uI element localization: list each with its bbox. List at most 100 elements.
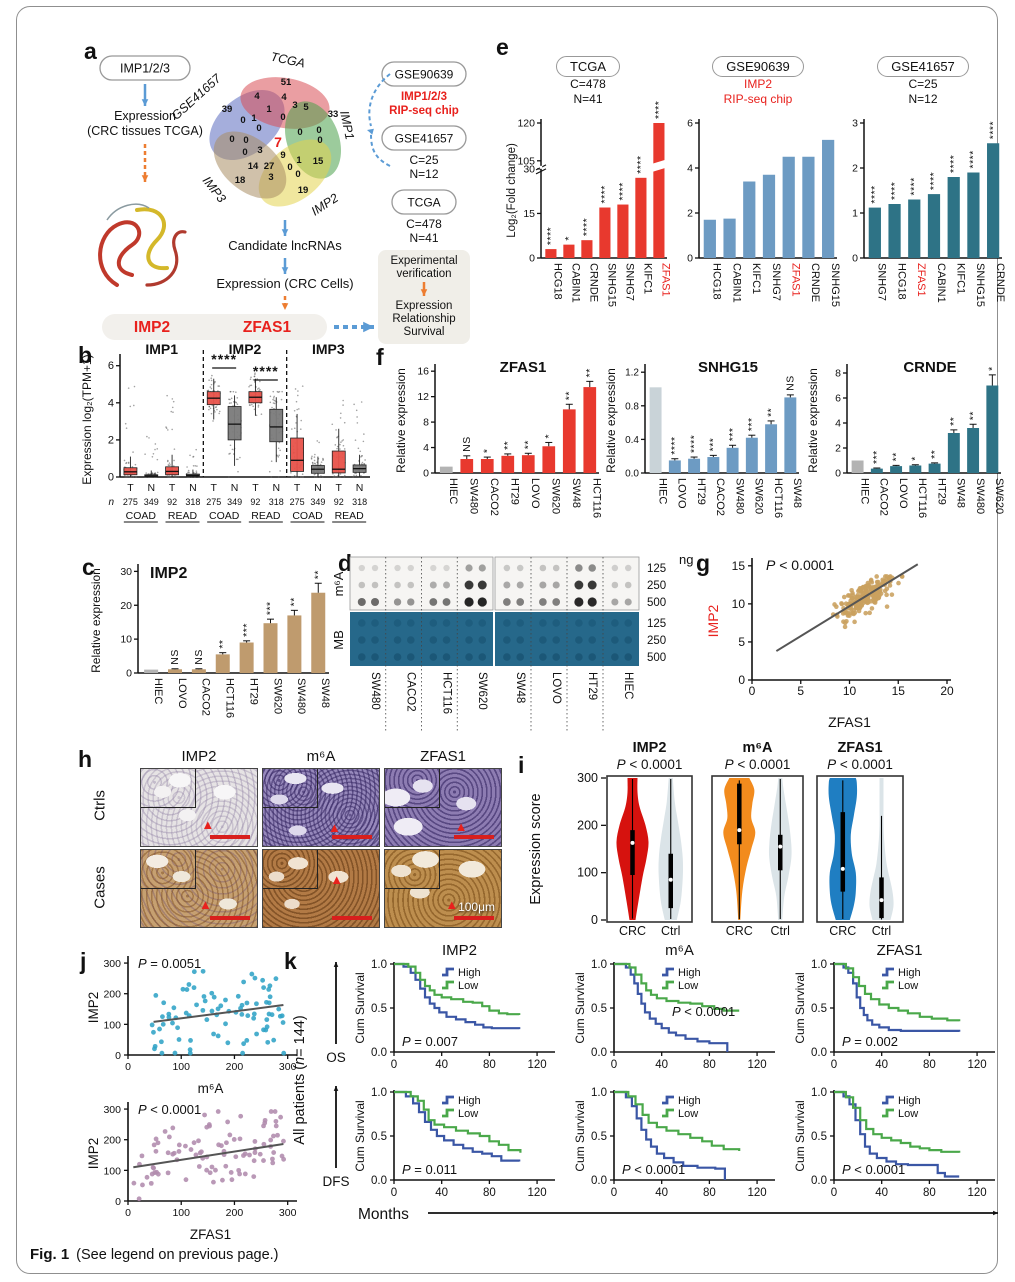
svg-text:120: 120 — [527, 1059, 546, 1071]
svg-text:8: 8 — [423, 417, 429, 429]
svg-text:80: 80 — [483, 1187, 496, 1199]
svg-text:NS: NS — [461, 436, 473, 452]
panel-label-h: h — [78, 746, 93, 772]
svg-text:HT29: HT29 — [247, 678, 259, 705]
svg-text:15: 15 — [732, 559, 746, 573]
svg-text:SNHG7: SNHG7 — [770, 263, 782, 301]
svg-text:200: 200 — [226, 1207, 244, 1219]
svg-text:CRNDE: CRNDE — [994, 263, 1006, 302]
svg-text:Low: Low — [898, 1108, 918, 1120]
svg-text:51: 51 — [281, 77, 292, 88]
svg-text:***: *** — [708, 438, 720, 452]
svg-text:92: 92 — [250, 497, 260, 507]
svg-text:5: 5 — [797, 684, 804, 698]
svg-text:****: **** — [669, 436, 681, 454]
svg-text:1: 1 — [251, 113, 257, 124]
panel-label-f: f — [376, 344, 384, 370]
bar-chart-svg: 0 1 2 3 **** SNHG7 **** HCG18 **** ZFAS1 **** CABIN… — [852, 118, 1006, 308]
svg-text:CACO2: CACO2 — [200, 678, 212, 716]
svg-text:T: T — [211, 482, 218, 494]
svg-text:P < 0.0001: P < 0.0001 — [725, 757, 791, 772]
svg-text:HIEC: HIEC — [858, 478, 870, 504]
svg-text:TCGA: TCGA — [269, 50, 306, 71]
panel-k-gutter-svg: All patients (n= 144) OS DFS — [292, 962, 350, 1189]
svg-text:NS: NS — [193, 649, 205, 665]
bar-chart-svg: 0 4 8 12 16 ZFAS1 Relative expression HIEC NS SW4… — [394, 359, 603, 518]
svg-text:IMP2: IMP2 — [229, 341, 262, 357]
arrowhead-marker-icon: ▲ — [201, 817, 215, 833]
svg-text:120: 120 — [517, 118, 535, 130]
svg-text:N: N — [314, 482, 322, 494]
svg-text:All patients (n= 144): All patients (n= 144) — [292, 1015, 308, 1144]
svg-text:****: **** — [948, 155, 960, 173]
svg-text:****: **** — [968, 150, 980, 168]
panel-d-dot-blot: ng SW480 CACO2 HCT116 SW620 SW48 LOVO HT29 HIEC 1… — [331, 552, 705, 746]
svg-text:IMP2: IMP2 — [633, 740, 667, 756]
svg-text:HT29: HT29 — [935, 478, 947, 505]
ihc-image-ctrls-m6a: ▲ — [262, 768, 380, 847]
svg-text:SW480: SW480 — [369, 672, 381, 710]
panel-f-chart-snhg15: 0.0 0.4 0.8 1.2 SNHG15 Relative expression HIE… — [603, 352, 803, 534]
svg-text:0.0: 0.0 — [371, 1047, 387, 1059]
svg-text:*: * — [481, 448, 493, 453]
svg-text:m⁶A: m⁶A — [331, 571, 346, 596]
svg-text:HCT116: HCT116 — [591, 478, 603, 518]
svg-text:N=41: N=41 — [409, 231, 438, 245]
svg-text:105: 105 — [517, 155, 535, 167]
svg-text:T: T — [127, 482, 134, 494]
svg-text:92: 92 — [334, 497, 344, 507]
svg-text:IMP1/2/3: IMP1/2/3 — [120, 62, 170, 76]
svg-text:4: 4 — [254, 91, 260, 102]
svg-text:0.5: 0.5 — [371, 1131, 387, 1143]
svg-text:**: ** — [929, 450, 941, 459]
svg-text:120: 120 — [967, 1187, 986, 1199]
svg-text:P < 0.0001: P < 0.0001 — [766, 557, 834, 573]
svg-text:*: * — [910, 456, 922, 461]
svg-text:**: ** — [522, 440, 534, 449]
bar-chart-svg: 0.0 0.4 0.8 1.2 SNHG15 Relative expression HIE… — [604, 359, 803, 518]
svg-text:HIEC: HIEC — [447, 478, 459, 504]
svg-text:80: 80 — [923, 1187, 936, 1199]
svg-text:100: 100 — [577, 866, 598, 880]
bar-chart-host: 0 1 2 3 **** SNHG7 **** HCG18 **** ZFAS1 **** CABIN… — [838, 109, 1008, 314]
arrowhead-marker-icon: ▲ — [454, 818, 468, 834]
scatter-svg: 0 100 200 300 0 100 200 300 P = 0.0051 m⁶A IMP2 — [86, 956, 297, 1096]
ihc-column-title: m⁶A — [306, 748, 336, 765]
ihc-image-cases-zfas1: ▲ 100μm — [384, 849, 502, 928]
svg-text:**: ** — [584, 368, 596, 377]
svg-text:****: **** — [635, 155, 647, 173]
panel-f-chart-crnde: 0 2 4 6 8 CRNDE Relative expression HIEC *** CACO… — [805, 352, 1005, 534]
svg-text:T: T — [252, 482, 259, 494]
svg-text:ZFAS1: ZFAS1 — [660, 263, 672, 297]
svg-text:m⁶A: m⁶A — [198, 1081, 224, 1096]
svg-text:Cum Survival: Cum Survival — [573, 972, 587, 1043]
svg-text:P < 0.0001: P < 0.0001 — [617, 757, 683, 772]
panel-label-b: b — [78, 342, 93, 368]
svg-text:**: ** — [502, 441, 514, 450]
scale-bar — [210, 834, 250, 839]
svg-text:HT29: HT29 — [586, 672, 598, 700]
svg-text:Cum Survival: Cum Survival — [793, 972, 807, 1043]
svg-text:0.0: 0.0 — [811, 1175, 827, 1187]
svg-text:IMP1/2/3: IMP1/2/3 — [401, 91, 447, 103]
svg-text:0: 0 — [115, 1050, 121, 1062]
dot-blot-svg: ng SW480 CACO2 HCT116 SW620 SW48 LOVO HT29 HIEC 1… — [331, 552, 693, 732]
svg-text:SW480: SW480 — [733, 478, 745, 514]
svg-text:Low: Low — [898, 980, 918, 992]
svg-text:SNHG7: SNHG7 — [624, 263, 636, 301]
svg-text:SNHG15: SNHG15 — [698, 359, 758, 376]
svg-text:COAD: COAD — [209, 510, 240, 522]
ihc-image-ctrls-imp2: ▲ — [140, 768, 258, 847]
svg-text:19: 19 — [298, 185, 309, 196]
svg-text:200: 200 — [103, 989, 121, 1001]
svg-text:300: 300 — [279, 1207, 297, 1219]
svg-text:CABIN1: CABIN1 — [730, 263, 742, 303]
svg-text:****: **** — [688, 435, 700, 453]
svg-text:SW48: SW48 — [514, 672, 526, 703]
panel-k-side-labels: All patients (n= 144) OS DFS — [290, 952, 352, 1208]
svg-text:120: 120 — [747, 1187, 766, 1199]
svg-text:N: N — [189, 482, 197, 494]
svg-text:HIEC: HIEC — [656, 478, 668, 504]
